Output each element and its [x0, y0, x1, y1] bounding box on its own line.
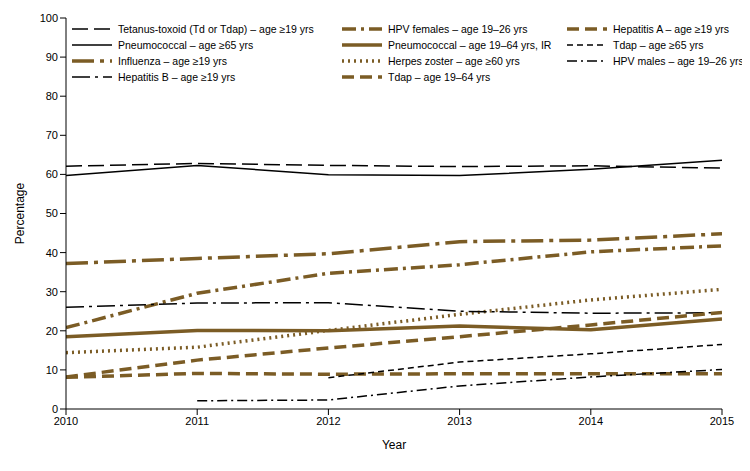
html-text:Influenza – age ≥19 yrs: Influenza – age ≥19 yrs — [118, 55, 228, 67]
svg-text:50: 50 — [46, 207, 58, 219]
html-text:Tdap – age ≥65 yrs: Tdap – age ≥65 yrs — [613, 39, 704, 51]
svg-text:Percentage: Percentage — [13, 182, 27, 244]
svg-text:2014: 2014 — [579, 415, 603, 427]
svg-text:20: 20 — [46, 325, 58, 337]
svg-text:0: 0 — [52, 403, 58, 415]
svg-text:2011: 2011 — [185, 415, 209, 427]
svg-text:70: 70 — [46, 129, 58, 141]
html-text:Hepatitis B – age ≥19 yrs: Hepatitis B – age ≥19 yrs — [118, 71, 236, 83]
html-text:Tetanus-toxoid (Td or Tdap) –: Tetanus-toxoid (Td or Tdap) – age ≥19 yr… — [118, 23, 314, 35]
html-text:Pneumococcal – age 19–64 yrs,: Pneumococcal – age 19–64 yrs, IR — [388, 39, 552, 51]
html-text:HPV males – age 19–26 yrs: HPV males – age 19–26 yrs — [613, 55, 744, 67]
svg-text:2015: 2015 — [710, 415, 734, 427]
svg-text:100: 100 — [40, 12, 58, 24]
svg-text:Year: Year — [382, 438, 406, 452]
html-text:Pneumococcal – age ≥65 yrs: Pneumococcal – age ≥65 yrs — [118, 39, 254, 51]
html-text:Hepatitis A – age ≥19 yrs: Hepatitis A – age ≥19 yrs — [613, 23, 730, 35]
svg-text:2012: 2012 — [316, 415, 340, 427]
svg-text:40: 40 — [46, 247, 58, 259]
svg-text:10: 10 — [46, 364, 58, 376]
html-text:Herpes zoster – age ≥60 yrs: Herpes zoster – age ≥60 yrs — [388, 55, 520, 67]
html-text:Tdap – age 19–64 yrs: Tdap – age 19–64 yrs — [388, 71, 491, 83]
svg-text:30: 30 — [46, 286, 58, 298]
svg-text:90: 90 — [46, 51, 58, 63]
html-text:HPV females – age 19–26 yrs: HPV females – age 19–26 yrs — [388, 23, 528, 35]
svg-text:80: 80 — [46, 90, 58, 102]
svg-text:60: 60 — [46, 168, 58, 180]
svg-text:2010: 2010 — [54, 415, 78, 427]
svg-text:2013: 2013 — [447, 415, 471, 427]
